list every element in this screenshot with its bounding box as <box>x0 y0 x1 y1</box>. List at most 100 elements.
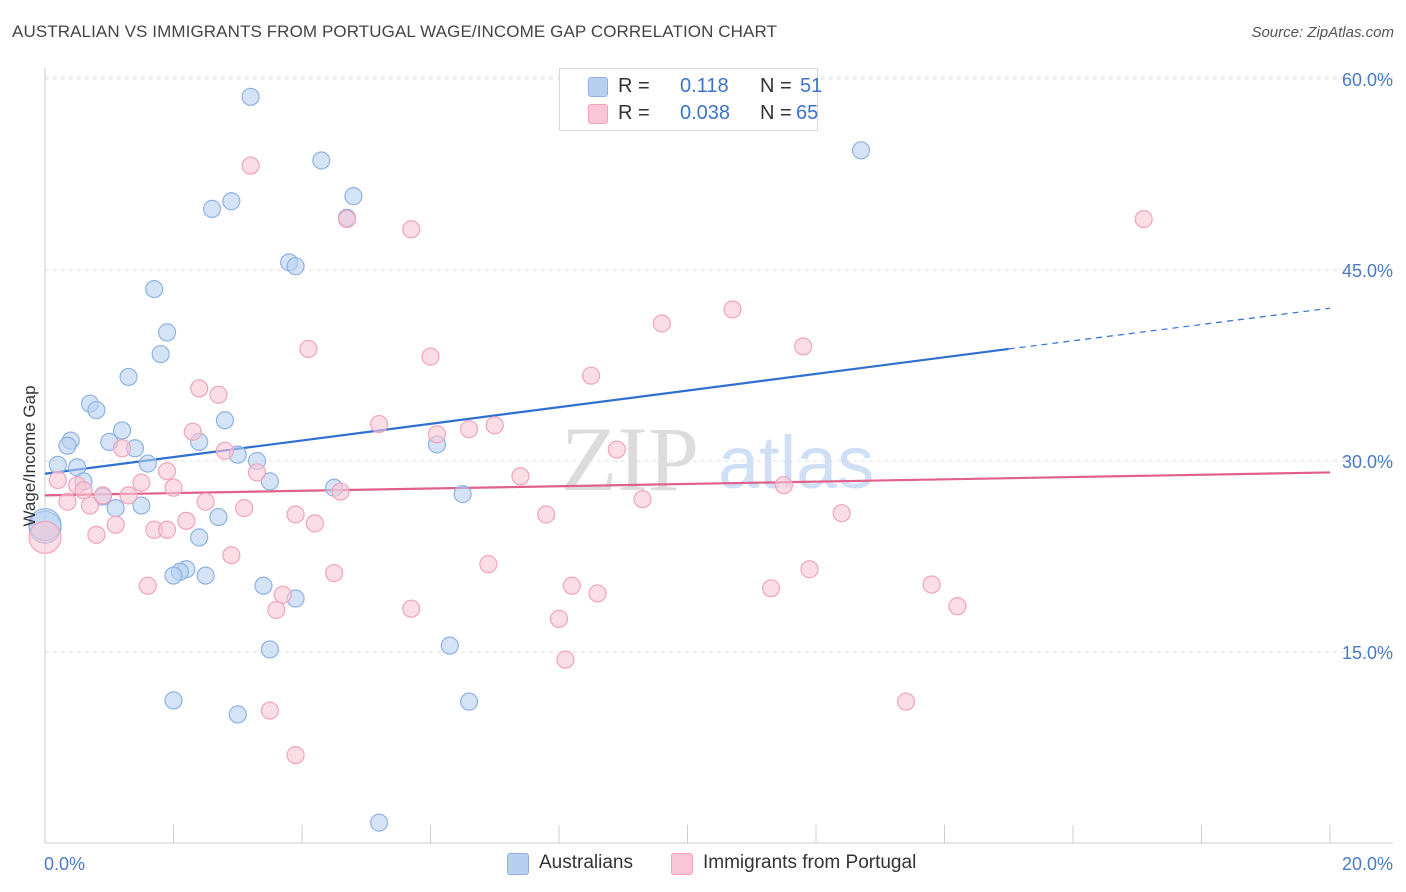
australian-point <box>209 507 228 527</box>
portugal-point <box>479 555 498 574</box>
australian-point <box>459 692 479 711</box>
portugal-point <box>800 560 819 579</box>
x-tick-label-min: 0.0% <box>44 854 85 874</box>
australian-point <box>228 705 247 724</box>
portugal-point <box>652 314 671 333</box>
legend-r-value: 0.118 <box>680 75 729 97</box>
portugal-point <box>286 746 305 765</box>
axes <box>44 68 1393 844</box>
portugal-point <box>260 701 279 720</box>
portugal-point <box>485 416 504 435</box>
portugal-point <box>157 520 177 539</box>
portugal-point <box>74 481 93 500</box>
australian-point <box>132 496 151 515</box>
y-tick-label: 15.0% <box>1342 643 1393 663</box>
australian-point <box>222 192 241 211</box>
portugal-point <box>337 209 357 229</box>
australian-point <box>370 813 389 832</box>
portugal-point <box>196 492 215 511</box>
portugal-point <box>1134 209 1153 229</box>
australian-point <box>164 566 183 585</box>
legend-n-label: N = <box>760 102 792 124</box>
portugal-point <box>832 504 851 523</box>
portugal-point <box>588 584 607 603</box>
watermark: ZIP atlas <box>561 408 874 510</box>
portugal-point <box>183 422 202 441</box>
australian-point <box>453 485 472 504</box>
portugal-point <box>241 156 260 175</box>
portugal-point <box>402 599 421 618</box>
trend-lines <box>44 307 1331 497</box>
portugal-point <box>761 579 781 598</box>
watermark-zip: ZIP <box>561 408 699 510</box>
portugal-point <box>299 339 318 359</box>
australian-point <box>58 436 77 455</box>
portugal-point <box>556 650 575 669</box>
portugal-point <box>723 300 742 319</box>
portugal-point <box>247 463 267 482</box>
portugal-point <box>209 385 228 404</box>
legend-n-label: N = <box>760 75 792 97</box>
australian-point <box>260 640 279 659</box>
portugal-point <box>511 467 530 486</box>
y-tick-label: 45.0% <box>1342 261 1393 281</box>
legend-n-value: 65 <box>796 102 819 124</box>
australian-point <box>241 87 260 106</box>
x-tick-label-max: 20.0% <box>1342 854 1393 874</box>
portugal-point <box>402 220 421 239</box>
australian-point <box>112 421 132 440</box>
portugal-point <box>28 520 62 555</box>
australian-point <box>215 411 234 430</box>
portugal-point <box>177 511 196 530</box>
australian-point <box>254 576 273 595</box>
australian-point <box>344 187 363 206</box>
australian-point <box>196 566 215 585</box>
portugal-point <box>222 546 241 565</box>
bottom-legend-swatch-blue <box>507 853 529 875</box>
australian-point <box>48 455 67 474</box>
australian-point <box>286 257 305 276</box>
legend-n-value: 51 <box>800 75 823 97</box>
chart-title: AUSTRALIAN VS IMMIGRANTS FROM PORTUGAL W… <box>12 22 778 41</box>
portugal-point <box>305 514 324 533</box>
portugal-point <box>190 379 209 398</box>
australian-point <box>138 454 157 473</box>
portugal-point <box>459 420 479 439</box>
legend-swatch-blue <box>588 77 608 97</box>
portugal-point <box>119 486 138 505</box>
source-label: Source: ZipAtlas.com <box>1251 24 1394 41</box>
portugal-point <box>370 414 389 434</box>
portugal-point <box>138 576 157 595</box>
australian-point <box>119 367 138 387</box>
portugal-point <box>948 597 967 616</box>
portugal-point <box>421 347 440 366</box>
australian-point <box>157 323 177 342</box>
australians-trend-extension <box>1008 307 1331 350</box>
australian-point <box>106 499 125 518</box>
australian-point <box>202 199 222 218</box>
australian-point <box>164 691 183 710</box>
portugal-point <box>325 563 344 583</box>
portugal-point <box>164 478 183 497</box>
portugal-point <box>922 575 941 594</box>
bottom-legend-label: Australians <box>539 852 633 873</box>
australian-point <box>440 636 459 655</box>
watermark-atlas: atlas <box>718 421 874 504</box>
portugal-point <box>633 490 652 509</box>
australian-point <box>87 400 106 420</box>
portugal-point <box>286 505 305 524</box>
portugal-trend-line <box>44 471 1331 497</box>
australian-point <box>145 280 164 299</box>
portugal-point <box>427 425 447 444</box>
portugal-point <box>331 482 350 501</box>
legend-r-label: R = <box>618 75 650 97</box>
legend: R = 0.118 N = 51 R = 0.038 N = 65 <box>559 68 822 131</box>
portugal-point <box>48 471 67 490</box>
legend-swatch-pink <box>588 104 608 124</box>
legend-r-value: 0.038 <box>680 102 731 124</box>
y-tick-label: 60.0% <box>1342 70 1393 90</box>
portugal-point <box>794 337 813 356</box>
portugal-point <box>87 525 106 544</box>
portugal-point <box>157 462 177 481</box>
portugal-point <box>106 515 125 534</box>
